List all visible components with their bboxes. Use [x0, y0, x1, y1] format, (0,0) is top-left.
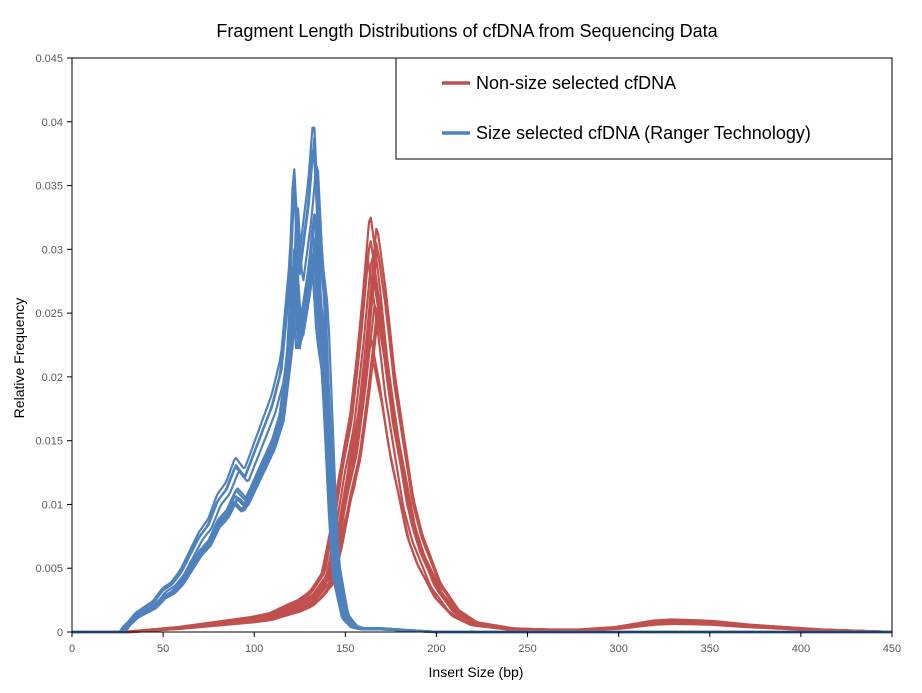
x-tick-label: 150	[336, 643, 354, 655]
x-tick-label: 400	[792, 643, 810, 655]
legend-box	[395, 57, 893, 160]
x-tick-label: 250	[518, 643, 536, 655]
y-tick-label: 0.005	[35, 563, 63, 575]
series-non-size-selected-line	[72, 304, 892, 634]
y-tick-label: 0.025	[35, 308, 63, 320]
y-tick-label: 0.045	[35, 53, 63, 65]
y-tick-label: 0.01	[42, 499, 63, 511]
legend-label: Size selected cfDNA (Ranger Technology)	[476, 123, 811, 143]
y-tick-label: 0.03	[42, 244, 63, 256]
y-tick-label: 0.035	[35, 181, 63, 193]
x-tick-label: 350	[701, 643, 719, 655]
y-tick-label: 0	[57, 627, 63, 639]
y-tick-label: 0.02	[42, 372, 63, 384]
x-tick-label: 200	[427, 643, 445, 655]
chart-title: Fragment Length Distributions of cfDNA f…	[216, 21, 718, 41]
y-tick-label: 0.015	[35, 436, 63, 448]
x-axis-title: Insert Size (bp)	[429, 664, 524, 680]
legend-label: Non-size selected cfDNA	[476, 73, 676, 93]
x-tick-label: 0	[69, 643, 75, 655]
legend: Non-size selected cfDNA Size selected cfD…	[395, 57, 893, 160]
x-tick-label: 450	[883, 643, 901, 655]
y-axis-title: Relative Frequency	[11, 298, 27, 419]
x-tick-label: 300	[609, 643, 627, 655]
x-tick-label: 50	[157, 643, 169, 655]
axes: 0 50 100 150 200 250 300 350 400 450 0 0.005 0.01 0.0…	[35, 53, 901, 655]
x-tick-label: 100	[245, 643, 263, 655]
y-tick-label: 0.04	[42, 117, 63, 129]
